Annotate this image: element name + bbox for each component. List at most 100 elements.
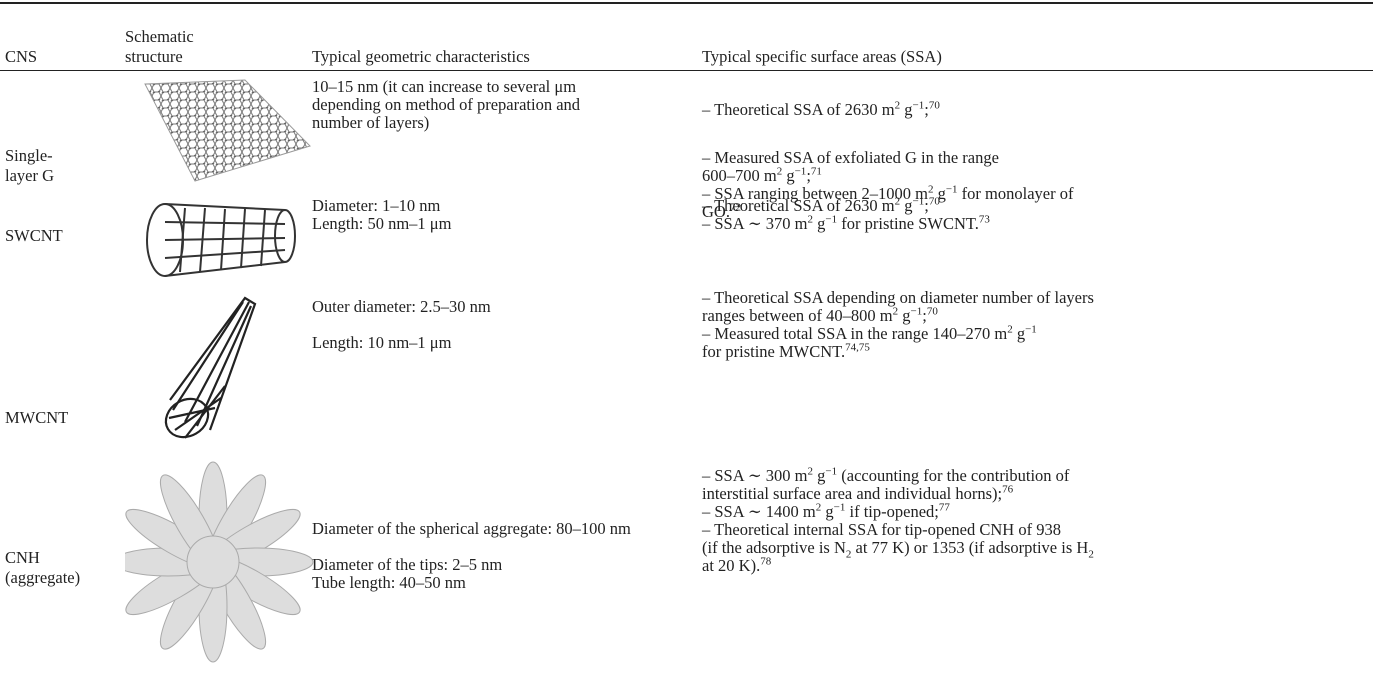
superscript: 2 <box>892 305 899 318</box>
text-run: g <box>813 214 826 233</box>
geometry-cell: Outer diameter: 2.5–30 nm Length: 10 nm–1… <box>312 298 491 352</box>
text-line: Diameter of the spherical aggregate: 80–… <box>312 520 631 538</box>
superscript: 71 <box>810 165 822 178</box>
text-run: g <box>1012 324 1026 343</box>
subscript: 2 <box>1088 548 1094 561</box>
text-run: – Theoretical internal SSA for tip-opene… <box>702 520 1061 539</box>
cns-cell: CNH (aggregate) <box>5 548 81 587</box>
text-run: GO. <box>702 202 730 221</box>
text-run: g <box>813 466 826 485</box>
geometry-cell: 10–15 nm (it can increase to several μm d… <box>312 78 580 132</box>
text-run: 10–15 nm (it can increase to several μm <box>312 77 577 96</box>
superscript: −1 <box>833 501 846 514</box>
text-run: – Theoretical SSA of 2630 m <box>702 196 895 215</box>
text-run: – Measured total SSA in the range 140–27… <box>702 324 1008 343</box>
paragraph: – Measured SSA of exfoliated G in the ra… <box>702 149 1073 221</box>
paragraph: Outer diameter: 2.5–30 nm <box>312 298 491 316</box>
text-line: depending on method of preparation and <box>312 96 580 114</box>
text-line: – Theoretical SSA of 2630 m2 g−1;70 <box>702 195 990 215</box>
text-run: for pristine SWCNT. <box>837 214 979 233</box>
geometry-cell: Diameter of the spherical aggregate: 80–… <box>312 520 631 592</box>
text-line: – SSA ranging between 2–1000 m2 g−1 for … <box>702 183 1073 203</box>
ssa-cell: – Theoretical SSA depending on diameter … <box>702 289 1094 361</box>
text-line: Tube length: 40–50 nm <box>312 574 631 592</box>
superscript: −1 <box>910 305 923 318</box>
paragraph: 10–15 nm (it can increase to several μm d… <box>312 78 580 132</box>
paragraph: Diameter: 1–10 nm Length: 50 nm–1 μm <box>312 197 451 233</box>
text-run: ranges between of 40–800 m <box>702 306 893 325</box>
text-line: for pristine MWCNT.74,75 <box>702 341 1094 361</box>
cns-cell: SWCNT <box>5 226 63 245</box>
text-run: ; <box>924 196 929 215</box>
text-run: g <box>898 306 911 325</box>
paragraph: – Theoretical SSA of 2630 m2 g−1;70– SSA… <box>702 195 990 233</box>
text-line: (if the adsorptive is N2 at 77 K) or 135… <box>702 538 1094 561</box>
text-run: – Theoretical SSA depending on diameter … <box>702 288 1094 307</box>
text-run: – SSA ∼ 370 m <box>702 214 808 233</box>
text-line: Diameter: 1–10 nm <box>312 197 451 215</box>
superscript: −1 <box>945 183 958 196</box>
superscript: 74,75 <box>845 341 870 354</box>
text-line: – SSA ∼ 370 m2 g−1 for pristine SWCNT.73 <box>702 213 990 233</box>
superscript: 2 <box>807 465 814 478</box>
text-run: at 77 K) or 1353 (if adsorptive is H <box>851 538 1089 557</box>
text-run: – SSA ∼ 300 m <box>702 466 808 485</box>
text-line: – Theoretical SSA depending on diameter … <box>702 289 1094 307</box>
superscript: −1 <box>825 465 838 478</box>
text-run: g <box>933 184 946 203</box>
superscript: −1 <box>912 195 925 208</box>
cns-cell: MWCNT <box>5 408 69 427</box>
text-run: – SSA ∼ 1400 m <box>702 502 816 521</box>
header-cell: Typical specific surface areas (SSA) <box>702 47 942 66</box>
paragraph: Diameter of the spherical aggregate: 80–… <box>312 520 631 538</box>
text-run: g <box>900 100 913 119</box>
superscript: 70 <box>926 305 938 318</box>
paragraph: – SSA ∼ 300 m2 g−1 (accounting for the c… <box>702 465 1094 575</box>
graphene-image <box>144 79 311 182</box>
cns-cell: Single-layer G <box>5 146 55 185</box>
superscript: 72 <box>729 201 741 214</box>
superscript: 2 <box>927 183 934 196</box>
superscript: 2 <box>894 195 901 208</box>
text-run: at 20 K). <box>702 556 761 575</box>
header-rule <box>0 70 1373 71</box>
text-line: GO.72 <box>702 201 1073 221</box>
text-line: – SSA ∼ 300 m2 g−1 (accounting for the c… <box>702 465 1094 485</box>
header-cell: CNS <box>5 47 38 66</box>
paragraph: – Theoretical SSA of 2630 m2 g−1;70 <box>702 99 1073 119</box>
superscript: −1 <box>912 99 925 112</box>
text-run: Length: 50 nm–1 μm <box>312 214 452 233</box>
text-run: g <box>782 166 795 185</box>
text-line: Diameter of the tips: 2–5 nm <box>312 556 631 574</box>
text-run: Outer diameter: 2.5–30 nm <box>312 297 491 316</box>
text-line: at 20 K).78 <box>702 556 1094 575</box>
text-line: – Measured SSA of exfoliated G in the ra… <box>702 149 1073 167</box>
text-line: – SSA ∼ 1400 m2 g−1 if tip-opened;77 <box>702 501 1094 521</box>
top-rule <box>0 2 1373 4</box>
header-cell: Schematic structure <box>125 27 194 66</box>
superscript: 70 <box>928 99 940 112</box>
text-line: Outer diameter: 2.5–30 nm <box>312 298 491 316</box>
geometry-cell: Diameter: 1–10 nm Length: 50 nm–1 μm <box>312 197 451 233</box>
paragraph: Diameter of the tips: 2–5 nm Tube length:… <box>312 556 631 592</box>
text-run: ; <box>924 100 929 119</box>
text-run: ; <box>922 306 927 325</box>
text-run: number of layers) <box>312 113 430 132</box>
text-run: – SSA ranging between 2–1000 m <box>702 184 928 203</box>
text-run: Diameter of the tips: 2–5 nm <box>312 555 503 574</box>
text-run: for pristine MWCNT. <box>702 342 846 361</box>
text-run: depending on method of preparation and <box>312 95 581 114</box>
text-line: interstitial surface area and individual… <box>702 483 1094 503</box>
paragraph: – Theoretical SSA depending on diameter … <box>702 289 1094 361</box>
superscript: 70 <box>928 195 940 208</box>
paragraph: Length: 10 nm–1 μm <box>312 334 491 352</box>
superscript: 73 <box>978 213 990 226</box>
superscript: 76 <box>1002 483 1014 496</box>
mwcnt-image <box>164 296 257 439</box>
text-run: (accounting for the contribution of <box>837 466 1070 485</box>
swcnt-image <box>146 203 296 277</box>
superscript: 2 <box>894 99 901 112</box>
subscript: 2 <box>845 548 852 561</box>
